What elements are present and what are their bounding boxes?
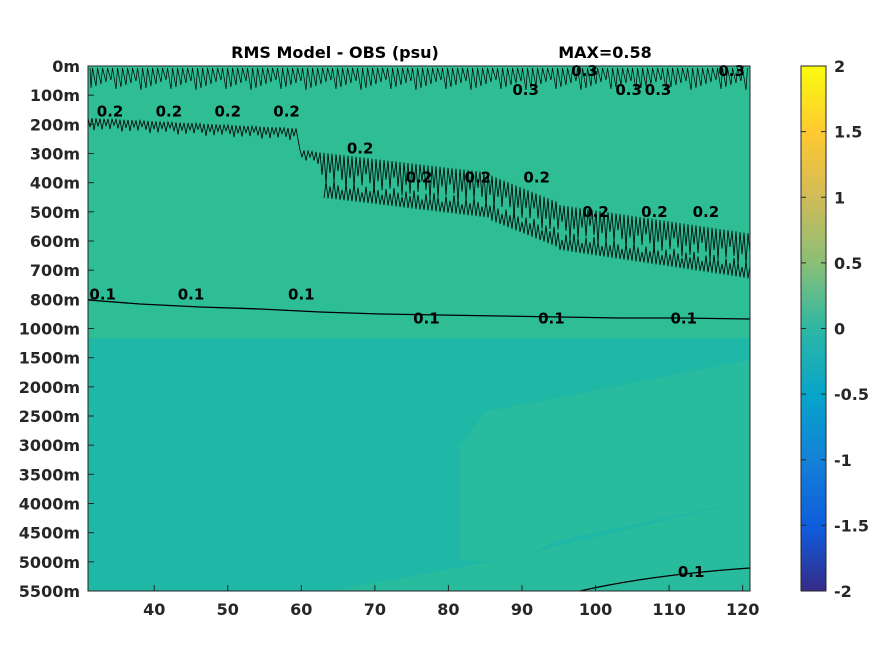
y-axis: 0m 100m 200m 300m 400m 500m 600m 700m 800m 1000m 1… (19, 57, 94, 601)
y-tick-label: 1500m (19, 349, 80, 368)
field-bottom-light-region (330, 500, 750, 591)
contour-label: 0.1 (413, 310, 440, 328)
colorbar-tick-label: -1.5 (834, 516, 869, 535)
colorbar-tick-label: 1 (834, 188, 845, 207)
chart-title: RMS Model - OBS (psu) (231, 43, 439, 62)
y-tick-label: 2500m (19, 407, 80, 426)
y-tick-label: 5000m (19, 553, 80, 572)
contour-0.3 (89, 67, 748, 91)
field-band (88, 270, 750, 320)
x-tick-label: 60 (290, 600, 312, 619)
x-tick-label: 40 (143, 600, 165, 619)
y-tick-label: 200m (30, 115, 80, 134)
x-tick-label: 50 (217, 600, 239, 619)
heatmap-field (88, 66, 750, 591)
x-tick-label: 90 (511, 600, 533, 619)
y-tick-label: 600m (30, 232, 80, 251)
contour-lines (88, 67, 750, 591)
contour-label: 0.1 (288, 285, 315, 303)
contour-labels: 0.30.30.3 0.30.30.2 0.2 0.2 0.20.20.2 0.2 0.20… (89, 62, 744, 581)
contour-label: 0.2 (347, 140, 374, 158)
y-tick-label: 0m (52, 57, 80, 76)
y-tick-label: 2000m (19, 378, 80, 397)
contour-label: 0.2 (406, 169, 433, 187)
colorbar-ticks: 2 1.5 1 0.5 0 -0.5 -1 -1.5 -2 (801, 57, 869, 601)
y-tick-label: 4500m (19, 524, 80, 543)
contour-label: 0.1 (89, 285, 116, 303)
colorbar-tick-label: -1 (834, 451, 852, 470)
contour-label: 0.1 (678, 563, 705, 581)
contour-label: 0.3 (615, 81, 642, 99)
y-tick-label: 3000m (19, 436, 80, 455)
x-tick-label: 80 (437, 600, 459, 619)
x-tick-label: 120 (726, 600, 759, 619)
contour-label: 0.3 (571, 62, 598, 80)
contour-label: 0.2 (693, 203, 720, 221)
x-tick-label: 100 (579, 600, 612, 619)
y-tick-label: 4000m (19, 495, 80, 514)
y-tick-label: 300m (30, 145, 80, 164)
x-axis: 40 50 60 70 80 90 100 110 120 (143, 585, 759, 619)
y-tick-label: 700m (30, 261, 80, 280)
contour-label: 0.2 (156, 102, 183, 120)
colorbar-tick-label: -2 (834, 582, 852, 601)
contour-label: 0.2 (97, 102, 124, 120)
x-tick-label: 110 (652, 600, 685, 619)
contour-label: 0.2 (523, 169, 550, 187)
max-label: MAX=0.58 (558, 43, 652, 62)
contour-0.1 (88, 299, 750, 320)
field-deep-light-region (460, 360, 750, 562)
contour-label: 0.2 (273, 102, 300, 120)
y-tick-label: 100m (30, 86, 80, 105)
contour-label: 0.2 (214, 102, 241, 120)
y-tick-label: 800m (30, 290, 80, 309)
x-tick-label: 70 (364, 600, 386, 619)
contour-label: 0.3 (512, 81, 539, 99)
contour-label: 0.2 (465, 169, 492, 187)
contour-label: 0.1 (538, 310, 565, 328)
contour-label: 0.1 (671, 310, 698, 328)
y-tick-label: 400m (30, 174, 80, 193)
colorbar: 2 1.5 1 0.5 0 -0.5 -1 -1.5 -2 (800, 57, 869, 601)
y-tick-label: 1000m (19, 320, 80, 339)
contour-0.2 (88, 117, 750, 266)
colorbar-tick-label: 1.5 (834, 123, 862, 142)
colorbar-tick-label: -0.5 (834, 385, 869, 404)
contour-label: 0.2 (582, 203, 609, 221)
contour-0.1-bottom (579, 567, 750, 591)
colorbar-tick-label: 0.5 (834, 254, 862, 273)
contour-0.2-lower (323, 180, 750, 279)
y-tick-label: 5500m (19, 582, 80, 601)
contour-label: 0.3 (718, 62, 745, 80)
contour-label: 0.3 (645, 81, 672, 99)
y-tick-label: 3500m (19, 465, 80, 484)
colorbar-tick-label: 2 (834, 57, 845, 76)
contour-label: 0.1 (178, 285, 205, 303)
colorbar-tick-label: 0 (834, 320, 845, 339)
contour-label: 0.2 (641, 203, 668, 221)
y-tick-label: 500m (30, 203, 80, 222)
